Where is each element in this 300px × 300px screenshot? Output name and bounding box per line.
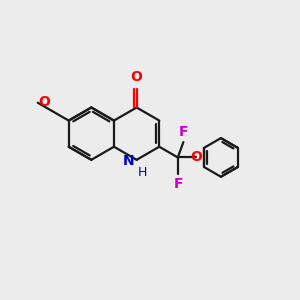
Text: O: O (131, 70, 142, 84)
Text: F: F (179, 124, 189, 139)
Text: O: O (190, 150, 202, 164)
Text: O: O (39, 95, 50, 110)
Text: F: F (174, 177, 183, 191)
Text: H: H (138, 166, 148, 179)
Text: N: N (123, 154, 134, 168)
